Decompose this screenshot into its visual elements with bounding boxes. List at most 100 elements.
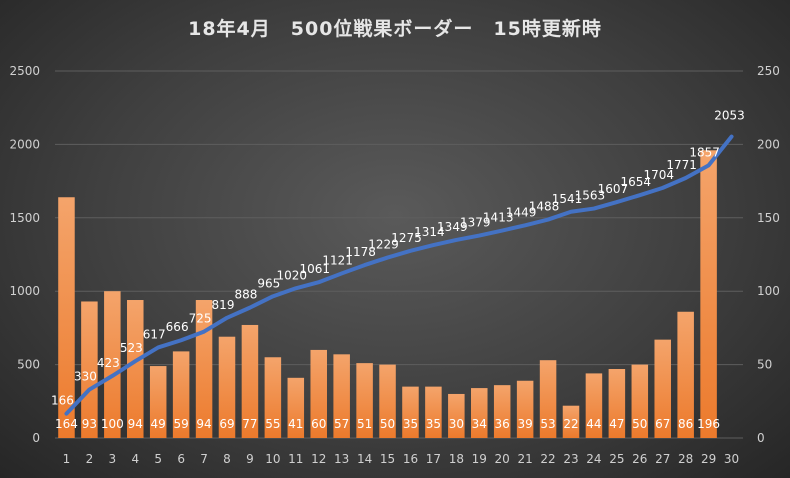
line-point [523, 223, 527, 227]
bar [58, 197, 75, 438]
line-data-label: 330 [74, 370, 97, 384]
line-point [431, 243, 435, 247]
cumulative-line [64, 134, 734, 416]
bar-series [58, 150, 717, 438]
line-data-label: 1771 [666, 158, 697, 172]
line-data-label: 1413 [483, 211, 514, 225]
x-tick-label: 28 [678, 452, 693, 466]
bar-data-label: 55 [265, 417, 280, 431]
line-point [615, 200, 619, 204]
line-point [363, 263, 367, 267]
bar-data-label: 49 [151, 417, 166, 431]
bar [104, 291, 121, 438]
bar [654, 339, 671, 438]
line-data-label: 666 [166, 320, 189, 334]
line-data-label: 1275 [391, 231, 422, 245]
line-point [133, 359, 137, 363]
bar [562, 405, 580, 438]
line-point [317, 280, 321, 284]
y-right-tick-label: 50 [757, 358, 772, 372]
line-data-label: 1563 [575, 189, 606, 203]
line-data-label: 423 [97, 356, 120, 370]
x-tick-label: 21 [517, 452, 532, 466]
line-data-label: 1229 [368, 238, 399, 252]
bar [585, 373, 603, 438]
bar [333, 354, 350, 438]
line-point [408, 249, 412, 253]
bar [539, 360, 557, 438]
bar-data-label: 100 [101, 417, 124, 431]
x-tick-label: 9 [246, 452, 254, 466]
bar [448, 393, 465, 438]
line-point [294, 286, 298, 290]
x-tick-label: 24 [586, 452, 601, 466]
line-data-label: 523 [120, 341, 143, 355]
x-tick-label: 16 [403, 452, 418, 466]
x-tick-label: 11 [288, 452, 303, 466]
bar [677, 311, 694, 438]
bar [218, 336, 236, 438]
x-tick-label: 8 [223, 452, 231, 466]
x-tick-label: 22 [540, 452, 555, 466]
line-data-label: 1488 [529, 200, 560, 214]
line-point [500, 229, 504, 233]
x-tick-label: 6 [177, 452, 185, 466]
bar-data-label: 22 [563, 417, 578, 431]
bar-data-label: 39 [517, 417, 532, 431]
line-point [179, 338, 183, 342]
y-right-tick-label: 150 [757, 211, 780, 225]
line-data-label: 2053 [714, 109, 745, 123]
y-right-tick-label: 0 [757, 431, 765, 445]
data-labels: 164 93 100 94 49 59 94 69 77 55 41 60 57 51 50 35 35 30 34… [51, 109, 745, 431]
line-data-label: 617 [143, 327, 166, 341]
x-tick-label: 10 [265, 452, 280, 466]
line-point [661, 186, 665, 190]
bar-data-label: 94 [196, 417, 211, 431]
y-right-tick-label: 250 [757, 64, 780, 78]
bar-data-label: 164 [55, 417, 78, 431]
bar-data-label: 44 [586, 417, 601, 431]
bar [631, 364, 649, 438]
bar [127, 300, 144, 438]
x-tick-label: 27 [655, 452, 670, 466]
line-data-label: 1541 [552, 192, 583, 206]
line-point [386, 256, 390, 260]
line-point [707, 163, 711, 167]
bar-data-label: 196 [697, 417, 720, 431]
bar [516, 380, 534, 438]
x-tick-label: 7 [200, 452, 208, 466]
bar [402, 386, 419, 438]
x-tick-label: 1 [63, 452, 71, 466]
bar-data-label: 47 [609, 417, 624, 431]
x-tick-label: 4 [131, 452, 139, 466]
bar-data-label: 93 [82, 417, 97, 431]
line-data-label: 888 [234, 288, 257, 302]
bar [241, 324, 259, 438]
bar-data-label: 30 [449, 417, 464, 431]
line-data-label: 1061 [299, 262, 330, 276]
x-tick-label: 13 [334, 452, 349, 466]
x-tick-label: 15 [380, 452, 395, 466]
line-data-label: 1349 [437, 220, 468, 234]
line-point [477, 234, 481, 238]
bar-data-label: 53 [540, 417, 555, 431]
bar [356, 363, 373, 438]
line-point [569, 210, 573, 214]
line-point [271, 294, 275, 298]
y-right-tick-label: 200 [757, 137, 780, 151]
line-data-label: 819 [212, 298, 235, 312]
line-point [546, 218, 550, 222]
line-data-label: 1178 [345, 245, 376, 259]
x-tick-label: 3 [109, 452, 117, 466]
line-data-label: 1121 [322, 253, 353, 267]
line-data-label: 1607 [598, 182, 629, 196]
bar-data-label: 34 [472, 417, 487, 431]
bar-data-label: 36 [495, 417, 510, 431]
bar-data-label: 35 [403, 417, 418, 431]
x-tick-label: 18 [449, 452, 464, 466]
line-point [225, 316, 229, 320]
bar-data-label: 41 [288, 417, 303, 431]
